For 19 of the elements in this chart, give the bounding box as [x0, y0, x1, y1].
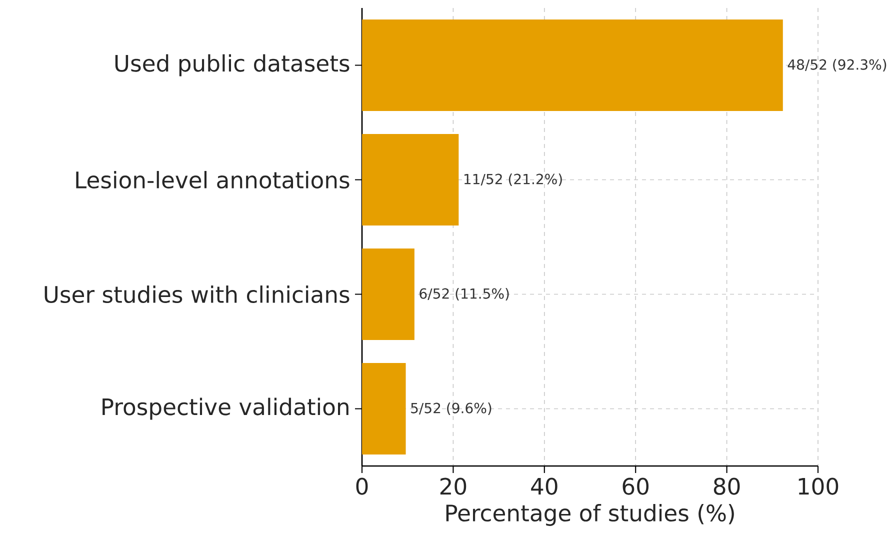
x-tick-label: 20: [440, 478, 466, 495]
y-tick-label: Lesion-level annotations: [76, 170, 350, 189]
data-label: 48/52 (92.3%): [788, 59, 886, 72]
bar: [362, 134, 459, 226]
y-tick-label: User studies with clinicians: [44, 285, 350, 304]
x-tick-label: 100: [798, 478, 838, 495]
x-tick-label: 0: [356, 478, 368, 495]
data-label: 6/52 (11.5%): [420, 288, 509, 300]
x-axis-title: Percentage of studies (%): [446, 504, 734, 526]
data-label: 11/52 (21.2%): [464, 174, 562, 186]
x-tick-label: 40: [531, 478, 558, 495]
y-tick-label: Used public datasets: [115, 54, 350, 76]
y-tick-label: Prospective validation: [102, 398, 348, 420]
bar: [362, 248, 414, 340]
bar: [362, 19, 783, 112]
data-label: 5/52 (9.6%): [411, 402, 492, 415]
x-tick-label: 60: [622, 478, 649, 495]
x-tick-label: 80: [714, 478, 740, 495]
bar: [362, 362, 406, 455]
